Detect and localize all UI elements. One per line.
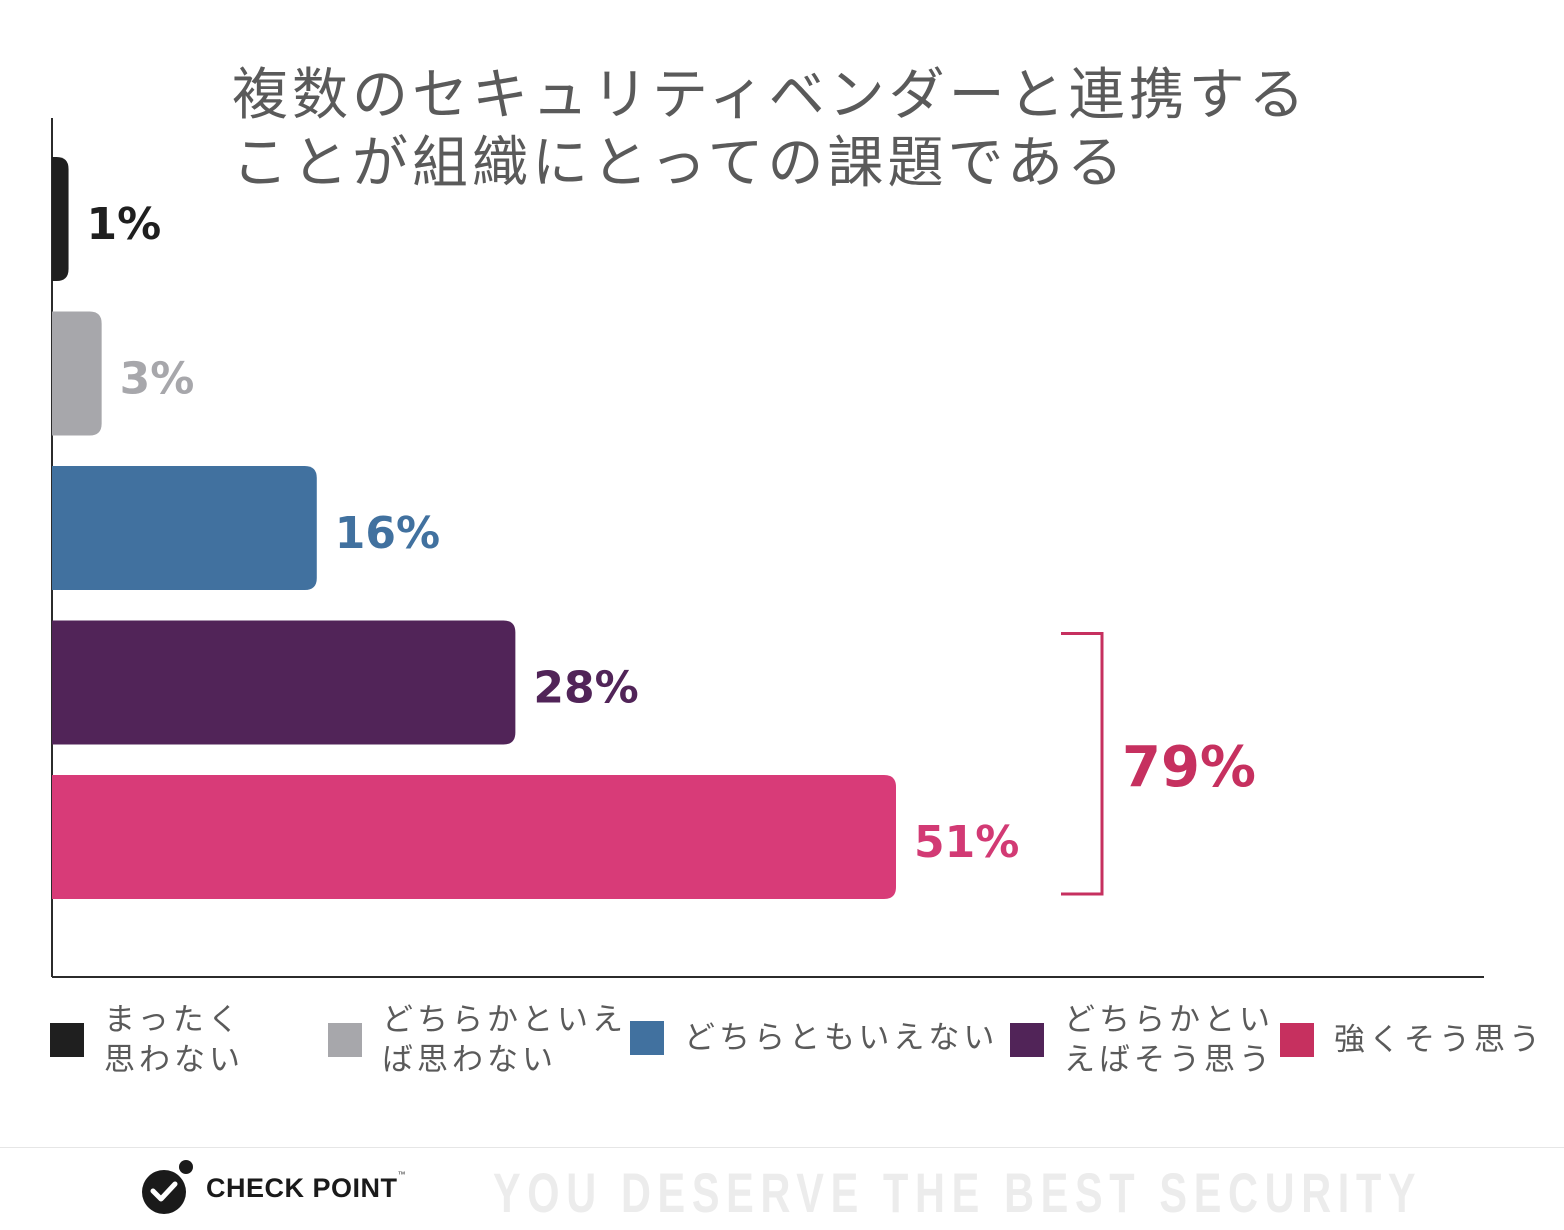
legend-item-neutral: どちらともいえない xyxy=(630,1018,998,1058)
check-point-logo-text: CHECK POINT xyxy=(206,1172,398,1203)
legend-label: どちらともいえない xyxy=(684,1020,999,1056)
bar-value-label: 1% xyxy=(87,199,162,250)
legend-label: どちらかといえ ば思わない xyxy=(382,1002,627,1078)
legend-item-strongly-agree: 強くそう思う xyxy=(1280,1020,1544,1060)
annotation-total-label: 79% xyxy=(1122,735,1256,800)
bar xyxy=(52,775,896,899)
annotation-bracket xyxy=(1061,632,1104,896)
legend-swatch xyxy=(630,1021,664,1055)
bar-value-label: 51% xyxy=(914,817,1019,868)
footer-divider xyxy=(0,1147,1564,1148)
bar-value-label: 28% xyxy=(533,663,638,714)
legend-label: 強くそう思う xyxy=(1334,1022,1544,1058)
legend-item-somewhat-disagree: どちらかといえ ば思わない xyxy=(328,1000,627,1080)
chart-title-line-1: 複数のセキュリティベンダーと連携する xyxy=(232,63,1309,128)
bar-value-label: 3% xyxy=(120,354,195,405)
footer-tagline: YOU DESERVE THE BEST SECURITY xyxy=(493,1161,1423,1224)
trademark-mark: ™ xyxy=(397,1170,406,1179)
bar-value-label: 16% xyxy=(335,508,440,559)
legend-item-strongly-disagree: まったく 思わない xyxy=(50,1000,244,1080)
bar-chart: 1% 3% 16% 28% 51% 79% xyxy=(51,118,1484,978)
legend-swatch xyxy=(1280,1023,1314,1057)
chart-title-line-2: ことが組織にとっての課題である xyxy=(232,131,1127,196)
legend-label: まったく 思わない xyxy=(104,1002,244,1078)
bar xyxy=(52,620,516,745)
bar xyxy=(52,466,317,590)
check-point-logo-icon xyxy=(142,1160,193,1214)
legend-label: どちらかとい えばそう思う xyxy=(1064,1002,1274,1078)
check-point-logo[interactable]: CHECK POINT ™ xyxy=(142,1158,406,1218)
bar xyxy=(52,311,102,436)
legend-item-somewhat-agree: どちらかとい えばそう思う xyxy=(1010,1000,1274,1080)
legend-swatch xyxy=(328,1023,362,1057)
chart-title: 複数のセキュリティベンダーと連携する ことが組織にとっての課題である xyxy=(232,62,1312,198)
bar xyxy=(52,157,69,281)
legend-swatch xyxy=(50,1023,84,1057)
legend-swatch xyxy=(1010,1023,1044,1057)
